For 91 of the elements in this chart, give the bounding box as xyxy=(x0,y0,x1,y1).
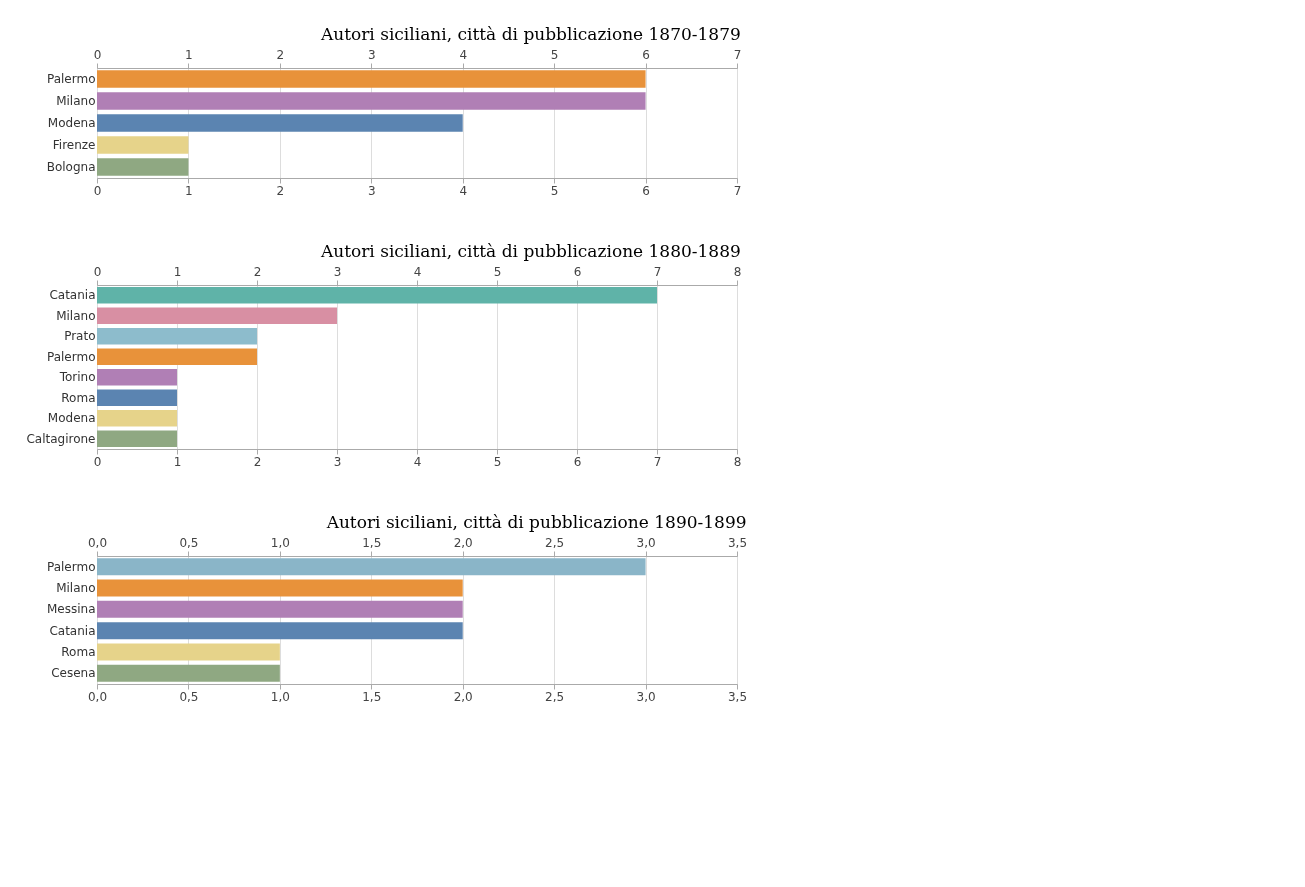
chart-title: Autori siciliani, città di pubblicazione 1880-1889 xyxy=(319,241,741,261)
x2-tick-label: 2,0 xyxy=(453,535,473,550)
x-tick-label: 1 xyxy=(173,454,182,469)
x2-tick-label: 5 xyxy=(550,47,559,62)
x-tick-label: 0,5 xyxy=(179,689,199,704)
y-tick-label: Modena xyxy=(47,411,96,426)
x-tick-label: 0 xyxy=(93,183,102,198)
x2-tick-label: 0,5 xyxy=(179,535,199,550)
y-tick-label: Palermo xyxy=(46,559,96,574)
x2-tick-label: 0,0 xyxy=(87,535,108,550)
bar xyxy=(97,158,189,176)
x-tick-label: 2 xyxy=(253,454,262,469)
x-tick-label: 8 xyxy=(733,454,742,469)
x-tick-label: 3 xyxy=(367,183,376,198)
bar xyxy=(97,92,646,110)
bar xyxy=(97,348,257,365)
bar xyxy=(97,664,280,682)
x2-tick-label: 4 xyxy=(459,47,468,62)
x2-tick-label: 8 xyxy=(733,264,742,279)
chart-title: Autori siciliani, città di pubblicazione 1870-1879 xyxy=(319,24,741,44)
x2-tick-label: 6 xyxy=(573,264,582,279)
x-tick-label: 3,0 xyxy=(636,689,656,704)
x2-tick-label: 3 xyxy=(333,264,342,279)
y-tick-label: Firenze xyxy=(52,138,96,152)
x-tick-label: 2,5 xyxy=(545,689,565,704)
x-tick-label: 7 xyxy=(653,454,662,469)
bar xyxy=(97,643,280,661)
bar xyxy=(97,287,657,304)
x2-tick-label: 7 xyxy=(653,264,662,279)
x-tick-label: 2 xyxy=(276,183,285,198)
x2-tick-label: 0 xyxy=(93,47,102,62)
bar xyxy=(97,369,177,386)
x2-tick-label: 1,0 xyxy=(270,535,290,550)
chart-title: Autori siciliani, città di pubblicazione 1890-1899 xyxy=(325,512,747,532)
x-tick-label: 5 xyxy=(493,454,502,469)
y-tick-label: Milano xyxy=(56,308,96,323)
y-tick-label: Milano xyxy=(56,94,96,108)
bar xyxy=(97,114,463,132)
x2-tick-label: 5 xyxy=(493,264,502,279)
y-tick-label: Messina xyxy=(46,602,96,617)
x2-tick-label: 3,0 xyxy=(636,535,656,550)
x2-tick-label: 1 xyxy=(185,47,193,62)
x2-tick-label: 7 xyxy=(733,47,742,62)
x-tick-label: 4 xyxy=(459,183,468,198)
x-tick-label: 5 xyxy=(550,183,559,198)
y-tick-label: Roma xyxy=(61,645,96,659)
bar xyxy=(97,622,463,640)
x-tick-label: 3,5 xyxy=(727,689,748,704)
bar xyxy=(97,558,646,576)
bar xyxy=(97,579,463,597)
bar xyxy=(97,430,177,447)
x2-tick-label: 2 xyxy=(253,264,262,279)
x2-tick-label: 6 xyxy=(642,47,650,62)
y-tick-label: Torino xyxy=(58,370,96,385)
y-tick-label: Caltagirone xyxy=(26,431,96,446)
x2-tick-label: 3 xyxy=(367,47,376,62)
y-tick-label: Palermo xyxy=(46,349,96,364)
x-tick-label: 6 xyxy=(642,183,650,198)
x-tick-label: 1 xyxy=(185,183,193,198)
x2-tick-label: 3,5 xyxy=(727,535,748,550)
x2-tick-label: 4 xyxy=(413,264,422,279)
x2-tick-label: 0 xyxy=(93,264,102,279)
y-tick-label: Catania xyxy=(49,288,96,303)
bar xyxy=(97,70,646,88)
x-tick-label: 6 xyxy=(573,454,582,469)
bar xyxy=(97,328,257,345)
bar xyxy=(97,389,177,406)
x-tick-label: 1,0 xyxy=(270,689,290,704)
y-tick-label: Cesena xyxy=(51,666,96,681)
y-tick-label: Milano xyxy=(56,581,96,595)
x-tick-label: 0 xyxy=(93,454,102,469)
bar xyxy=(97,307,337,324)
y-tick-label: Bologna xyxy=(46,160,96,174)
x2-tick-label: 1 xyxy=(173,264,182,279)
y-tick-label: Palermo xyxy=(46,72,96,86)
y-tick-label: Catania xyxy=(49,623,96,638)
x2-tick-label: 2 xyxy=(276,47,285,62)
x-tick-label: 0,0 xyxy=(87,689,108,704)
bar xyxy=(97,410,177,427)
x2-tick-label: 2,5 xyxy=(545,535,565,550)
bar xyxy=(97,600,463,618)
x-tick-label: 1,5 xyxy=(362,689,382,704)
x-tick-label: 4 xyxy=(413,454,422,469)
x2-tick-label: 1,5 xyxy=(362,535,382,550)
bar xyxy=(97,136,189,154)
y-tick-label: Prato xyxy=(64,329,96,344)
x-tick-label: 2,0 xyxy=(453,689,473,704)
y-tick-label: Modena xyxy=(47,116,96,130)
y-tick-label: Roma xyxy=(61,390,96,405)
x-tick-label: 3 xyxy=(333,454,342,469)
x-tick-label: 7 xyxy=(733,183,742,198)
